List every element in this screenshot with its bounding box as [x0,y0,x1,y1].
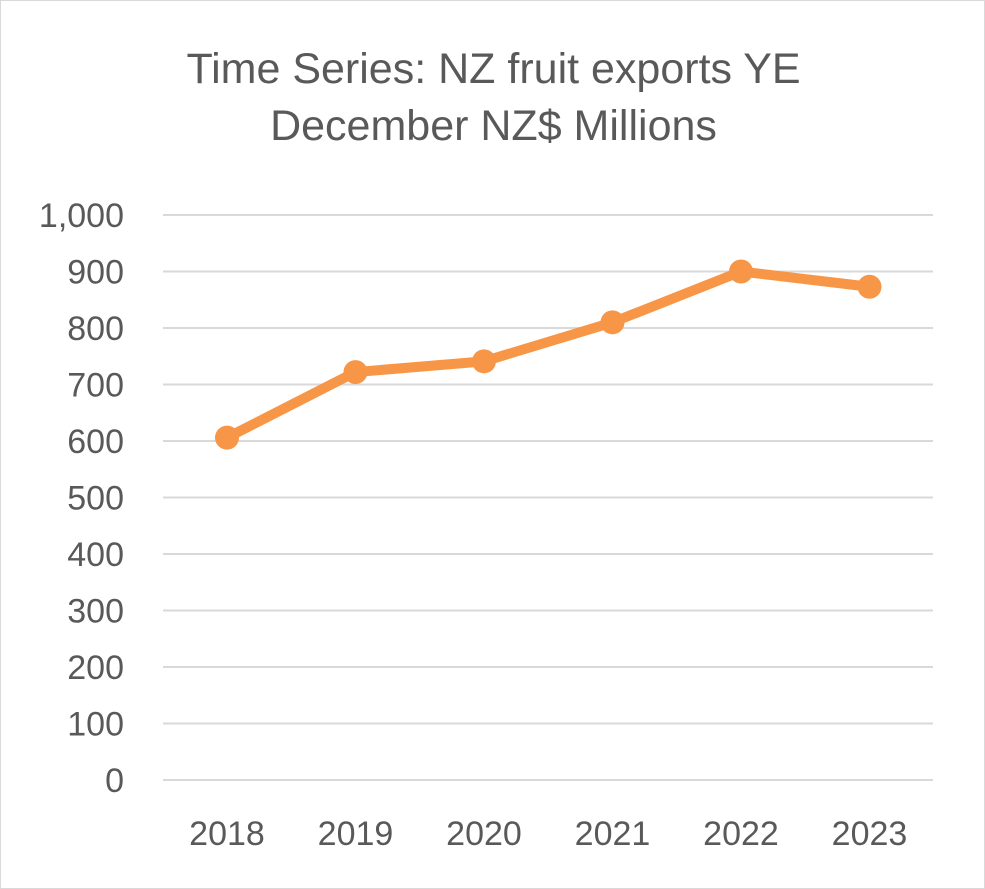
x-tick-label: 2019 [318,815,394,853]
x-tick-label: 2023 [832,815,908,853]
y-tick-label: 0 [105,762,124,800]
chart-title-line-2: December NZ$ Millions [270,102,717,150]
y-tick-label: 100 [67,706,124,744]
y-tick-label: 300 [67,593,124,631]
y-axis-tick-labels: 0 100 200 300 400 500 600 700 800 900 1,000 [39,197,124,800]
gridlines [163,214,933,781]
x-tick-label: 2022 [703,815,779,853]
data-point [215,425,239,450]
data-point [857,274,882,299]
y-tick-label: 700 [67,367,124,405]
y-tick-label: 800 [67,310,124,348]
x-tick-label: 2020 [446,815,522,853]
data-point [343,360,368,385]
y-tick-label: 500 [67,480,124,518]
data-point [472,349,496,374]
y-tick-label: 400 [67,536,124,574]
series-line [222,266,875,443]
data-point [729,259,753,284]
chart-title: Time Series: NZ fruit exports YE Decembe… [1,41,985,155]
data-point [600,310,625,335]
y-tick-label: 200 [67,649,124,687]
x-tick-label: 2018 [189,815,265,853]
y-tick-label: 1,000 [39,197,124,235]
y-tick-label: 900 [67,254,124,292]
y-tick-label: 600 [67,423,124,461]
series [215,259,882,450]
x-tick-label: 2021 [575,815,651,853]
chart-title-line-1: Time Series: NZ fruit exports YE [186,45,801,93]
x-axis-tick-labels: 2018 2019 2020 2021 2022 2023 [189,815,907,853]
